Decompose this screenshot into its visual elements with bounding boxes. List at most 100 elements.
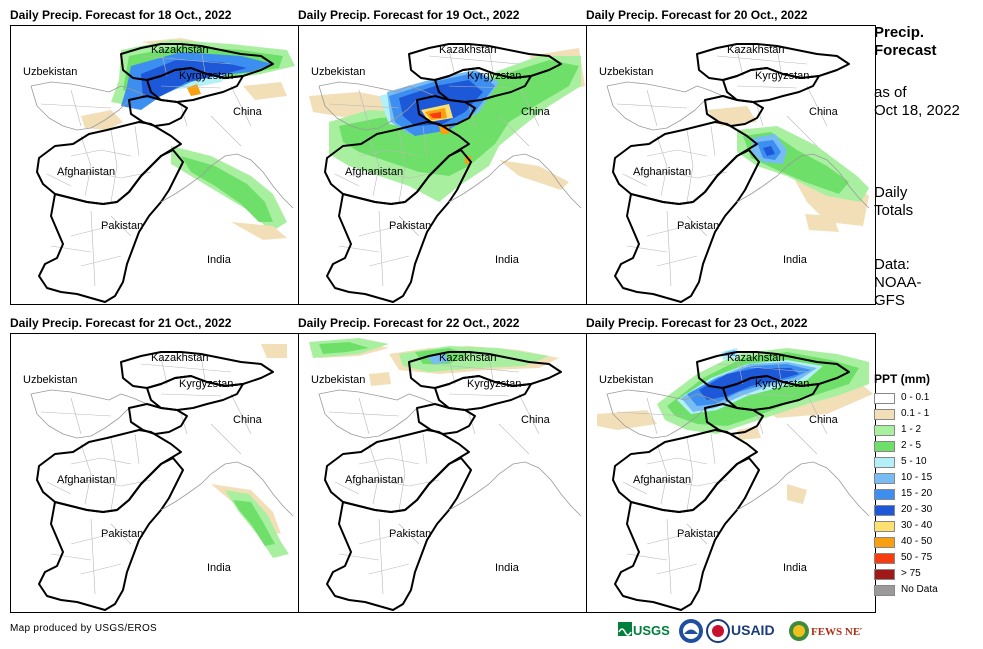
- legend-item: 0.1 - 1: [874, 406, 974, 422]
- pakistan-border: [38, 149, 184, 303]
- admin-boundary: [646, 397, 658, 435]
- admin-boundary: [398, 523, 420, 545]
- legend-label: 1 - 2: [901, 424, 922, 435]
- noaa-seal-icon: [678, 617, 704, 645]
- admin-boundary: [60, 171, 152, 179]
- precip-area: [231, 222, 287, 240]
- admin-boundary: [488, 47, 494, 73]
- country-label-uzbekistan: Uzbekistan: [599, 374, 654, 386]
- admin-boundary: [160, 49, 168, 77]
- india-china-border: [160, 153, 294, 209]
- admin-boundary: [110, 523, 132, 545]
- map-canvas: [309, 338, 582, 611]
- afghanistan-border: [612, 429, 758, 513]
- usaid-logo-text: USAID: [731, 622, 775, 638]
- legend-swatch: [874, 408, 895, 420]
- forecast-panel-oct-20: Daily Precip. Forecast for 20 Oct., 2022…: [586, 8, 876, 305]
- admin-boundary: [656, 563, 698, 575]
- admin-boundary: [468, 413, 476, 435]
- legend-label: > 75: [901, 568, 921, 579]
- data-line: Data:: [874, 256, 910, 273]
- forecast-panel-oct-23: Daily Precip. Forecast for 23 Oct., 2022…: [586, 316, 876, 613]
- admin-boundary: [636, 171, 728, 179]
- legend-swatch: [874, 536, 895, 548]
- admin-boundary: [338, 553, 380, 561]
- logo-strip: USGS USAID FEWS NET: [618, 617, 868, 645]
- admin-boundary: [328, 411, 400, 417]
- admin-boundary: [736, 393, 798, 397]
- precip-map: Kazakhstan Uzbekistan Kyrgyzstan China Afgha…: [10, 25, 300, 305]
- panel-title: Daily Precip. Forecast for 19 Oct., 2022: [298, 8, 520, 22]
- admin-boundary: [358, 225, 400, 237]
- usaid-seal-icon: [706, 617, 730, 645]
- legend-label: 20 - 30: [901, 504, 933, 515]
- admin-boundary: [378, 210, 384, 287]
- admin-boundary: [140, 363, 232, 373]
- admin-boundary: [468, 105, 476, 127]
- data-line: NOAA-: [874, 274, 922, 291]
- admin-boundary: [646, 225, 688, 237]
- country-label-afghanistan: Afghanistan: [345, 166, 404, 178]
- india-china-border: [448, 461, 582, 517]
- admin-boundary: [368, 135, 380, 197]
- legend-item: > 75: [874, 566, 974, 582]
- country-label-china: China: [521, 106, 550, 118]
- admin-boundary: [46, 481, 72, 495]
- heading-line: Forecast: [874, 42, 937, 59]
- admin-boundary: [70, 457, 132, 465]
- data-line: GFS: [874, 292, 905, 309]
- admin-boundary: [498, 423, 530, 455]
- admin-boundary: [358, 89, 370, 127]
- admin-boundary: [210, 423, 242, 455]
- legend-item: 30 - 40: [874, 518, 974, 534]
- admin-boundary: [160, 85, 222, 89]
- pakistan-border: [38, 457, 184, 611]
- admin-boundary: [50, 245, 92, 253]
- legend-label: 0.1 - 1: [901, 408, 930, 419]
- admin-boundary: [70, 225, 112, 237]
- admin-boundary: [736, 357, 744, 385]
- admin-boundary: [398, 437, 406, 511]
- country-label-india: India: [495, 254, 519, 266]
- admin-boundary: [110, 129, 118, 203]
- india-china-border: [736, 461, 870, 517]
- country-label-pakistan: Pakistan: [101, 220, 144, 232]
- legend-item: 40 - 50: [874, 534, 974, 550]
- admin-boundary: [80, 255, 122, 267]
- admin-boundary: [160, 357, 168, 385]
- admin-boundary: [428, 55, 520, 65]
- admin-boundary: [448, 393, 510, 397]
- precip-map: Kazakhstan Uzbekistan Kyrgyzstan China Afgha…: [298, 333, 588, 613]
- country-label-afghanistan: Afghanistan: [633, 474, 692, 486]
- country-label-china: China: [809, 106, 838, 118]
- admin-boundary: [90, 210, 96, 287]
- country-label-china: China: [233, 414, 262, 426]
- country-label-china: China: [521, 414, 550, 426]
- map-canvas: [309, 43, 585, 303]
- admin-boundary: [70, 149, 132, 157]
- admin-boundary: [140, 55, 232, 65]
- admin-boundary: [646, 457, 708, 465]
- admin-boundary: [358, 397, 370, 435]
- admin-boundary: [646, 89, 658, 127]
- country-label-kazakhstan: Kazakhstan: [439, 44, 497, 56]
- forecast-panel-oct-21: Daily Precip. Forecast for 21 Oct., 2022…: [10, 316, 300, 613]
- precip-area: [707, 106, 757, 126]
- tajikistan-border: [704, 403, 764, 435]
- tajikistan-border: [416, 403, 476, 435]
- as-of-value: Oct 18, 2022: [874, 102, 960, 119]
- country-label-pakistan: Pakistan: [677, 528, 720, 540]
- data-source: Data: NOAA- GFS: [874, 256, 922, 310]
- legend-swatch: [874, 584, 895, 596]
- usaid-logo: USAID: [731, 617, 787, 645]
- admin-boundary: [806, 85, 828, 127]
- admin-boundary: [40, 411, 112, 417]
- admin-boundary: [518, 393, 540, 435]
- precip-map: Kazakhstan Uzbekistan Kyrgyzstan China Afgha…: [586, 25, 876, 305]
- admin-boundary: [806, 393, 828, 435]
- admin-boundary: [656, 443, 668, 505]
- admin-boundary: [756, 105, 764, 127]
- admin-boundary: [334, 481, 360, 495]
- as-of-label: as of: [874, 84, 907, 101]
- country-label-afghanistan: Afghanistan: [345, 474, 404, 486]
